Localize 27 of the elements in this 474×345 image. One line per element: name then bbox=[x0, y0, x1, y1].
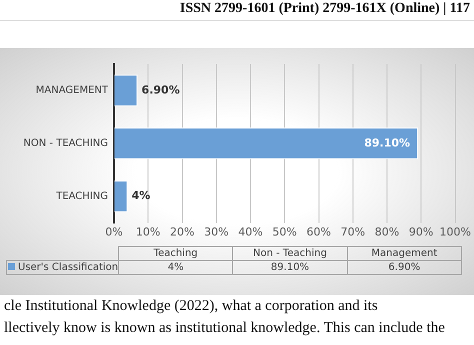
y-tick-label: TEACHING bbox=[55, 190, 108, 202]
x-tick-label: 90% bbox=[408, 225, 434, 238]
y-tick-label: MANAGEMENT bbox=[36, 85, 109, 96]
text: 4% bbox=[168, 262, 184, 273]
x-tick-label: 10% bbox=[136, 225, 160, 238]
x-tick-label: 30% bbox=[204, 225, 229, 238]
x-tick-label: 80% bbox=[374, 225, 400, 238]
text: 89.10% bbox=[270, 262, 310, 273]
x-tick-label: 100% bbox=[440, 225, 472, 238]
text: 6.90% bbox=[388, 262, 420, 273]
x-tick-label: 0% bbox=[105, 225, 123, 238]
text: ISSN 2799-1601 (Print) 2799-161X (Online) | 117 bbox=[180, 1, 470, 17]
data-label: 89.10% bbox=[364, 136, 410, 150]
legend-label: User's Classification bbox=[6, 260, 118, 274]
x-tick-label: 70% bbox=[340, 225, 366, 238]
x-tick-label: 50% bbox=[272, 225, 297, 238]
data-label: 6.90% bbox=[142, 83, 180, 96]
text: Management bbox=[347, 246, 462, 260]
text: llectively know is known as institutional knowledge. This can include the bbox=[4, 320, 445, 337]
text: Teaching bbox=[118, 246, 233, 260]
y-tick-label: NON - TEACHING bbox=[23, 138, 108, 149]
x-tick-label: 40% bbox=[238, 225, 263, 238]
text: Non - Teaching bbox=[232, 246, 348, 260]
x-tick-label: 20% bbox=[170, 225, 194, 238]
text: cle Institutional Knowledge (2022), what a corporation and its bbox=[4, 298, 378, 315]
data-label: 4% bbox=[132, 189, 150, 202]
x-tick-label: 60% bbox=[306, 225, 331, 238]
